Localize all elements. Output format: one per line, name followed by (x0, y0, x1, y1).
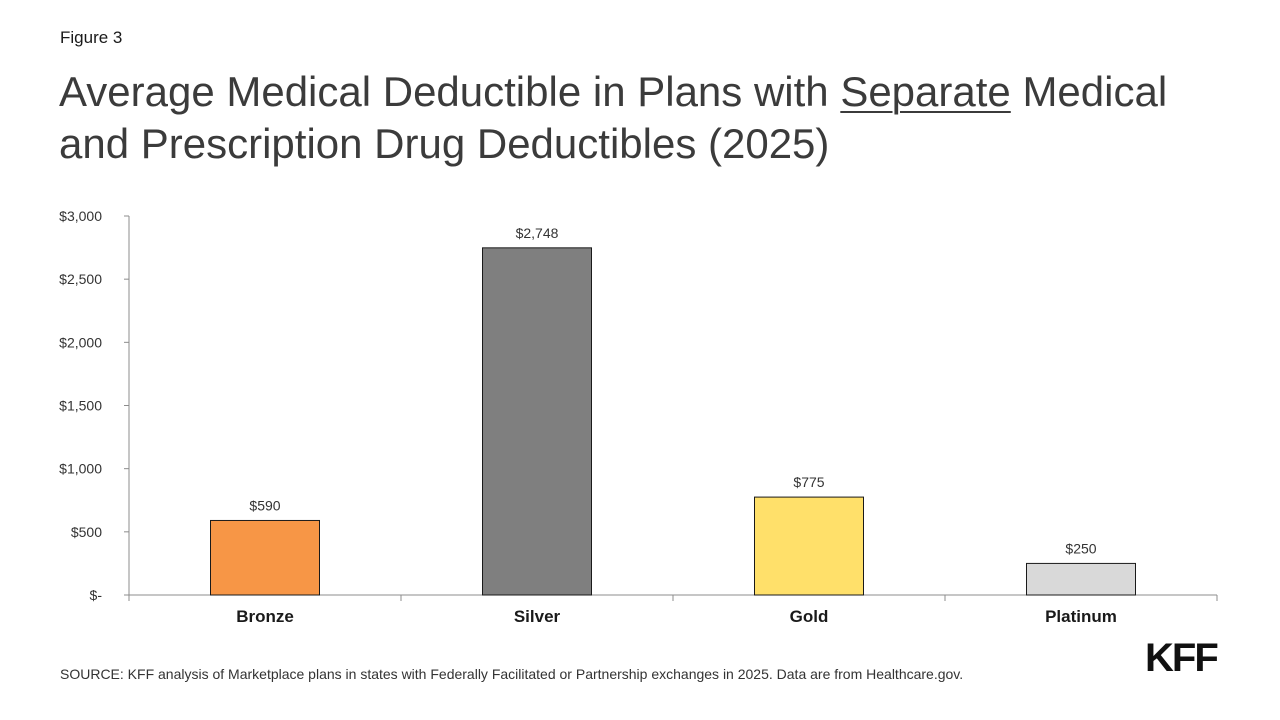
y-tick-label: $2,500 (59, 271, 102, 287)
title-part-1: Average Medical Deductible in Plans with (59, 68, 841, 115)
source-note: SOURCE: KFF analysis of Marketplace plan… (60, 666, 964, 682)
bar-platinum (1026, 562, 1136, 596)
x-category-label: Silver (514, 607, 561, 626)
x-category-label: Platinum (1045, 607, 1117, 626)
chart-title: Average Medical Deductible in Plans with… (59, 66, 1239, 170)
bar-value-label: $250 (1065, 540, 1096, 556)
y-tick-label: $2,000 (59, 334, 102, 350)
x-category-label: Gold (790, 607, 829, 626)
bar-gold (754, 496, 864, 596)
x-category-label: Bronze (236, 607, 294, 626)
title-underlined-word: Separate (840, 68, 1011, 115)
y-tick-label: $1,000 (59, 461, 102, 477)
figure-label: Figure 3 (60, 28, 123, 47)
y-tick-label: $1,500 (59, 398, 102, 414)
bar-value-label: $590 (249, 497, 280, 513)
bar-silver (482, 247, 592, 596)
y-tick-label: $500 (71, 524, 102, 540)
title-part-2: Medical and Prescription Drug Deductible… (59, 68, 1168, 167)
kff-logo: KFF (1145, 636, 1219, 680)
bar-bronze (210, 519, 320, 596)
bar-value-label: $2,748 (516, 225, 559, 241)
y-tick-label: $- (90, 587, 103, 603)
bar-value-label: $775 (793, 474, 824, 490)
y-tick-label: $3,000 (59, 208, 102, 224)
